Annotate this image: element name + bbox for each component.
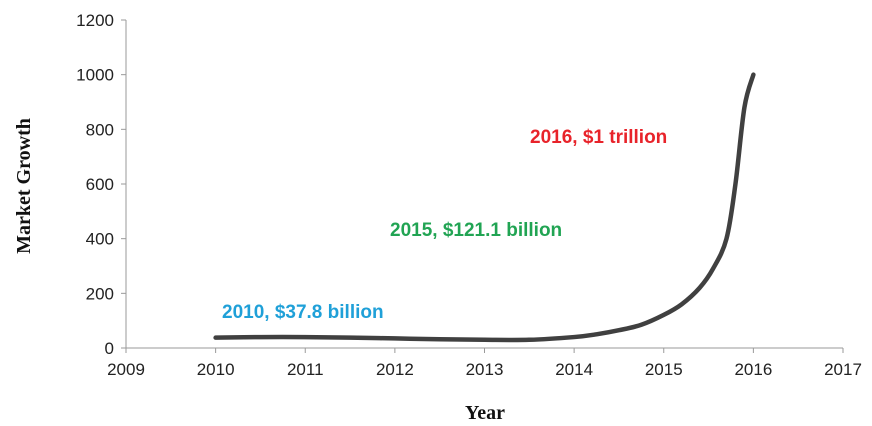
y-tick-label: 400 bbox=[86, 230, 114, 249]
annotation-2015: 2015, $121.1 billion bbox=[390, 220, 562, 241]
x-tick-label: 2017 bbox=[824, 360, 862, 379]
y-tick-label: 800 bbox=[86, 120, 114, 139]
x-tick-label: 2011 bbox=[287, 360, 324, 379]
x-tick-label: 2009 bbox=[107, 360, 145, 379]
y-tick-label: 1200 bbox=[76, 11, 114, 30]
x-axis-title: Year bbox=[465, 402, 505, 424]
x-axis: 2009 2010 2011 2012 2013 2014 2015 2016 2017 bbox=[107, 347, 862, 379]
x-tick-label: 2014 bbox=[555, 360, 593, 379]
annotation-2010: 2010, $37.8 billion bbox=[222, 302, 384, 323]
y-axis: 0 200 400 600 800 1000 1200 bbox=[76, 11, 127, 358]
x-tick-label: 2016 bbox=[734, 360, 772, 379]
x-tick-label: 2015 bbox=[645, 360, 683, 379]
annotation-2016: 2016, $1 trillion bbox=[530, 127, 667, 148]
market-growth-line bbox=[213, 72, 756, 343]
y-tick-label: 600 bbox=[86, 175, 114, 194]
x-tick-label: 2010 bbox=[197, 360, 235, 379]
x-tick-label: 2013 bbox=[466, 360, 504, 379]
series-layer bbox=[213, 72, 756, 343]
y-tick-label: 200 bbox=[86, 284, 114, 303]
y-tick-label: 1000 bbox=[76, 66, 114, 85]
y-tick-label: 0 bbox=[105, 339, 114, 358]
y-axis-title: Market Growth bbox=[13, 118, 35, 254]
x-tick-label: 2012 bbox=[376, 360, 414, 379]
